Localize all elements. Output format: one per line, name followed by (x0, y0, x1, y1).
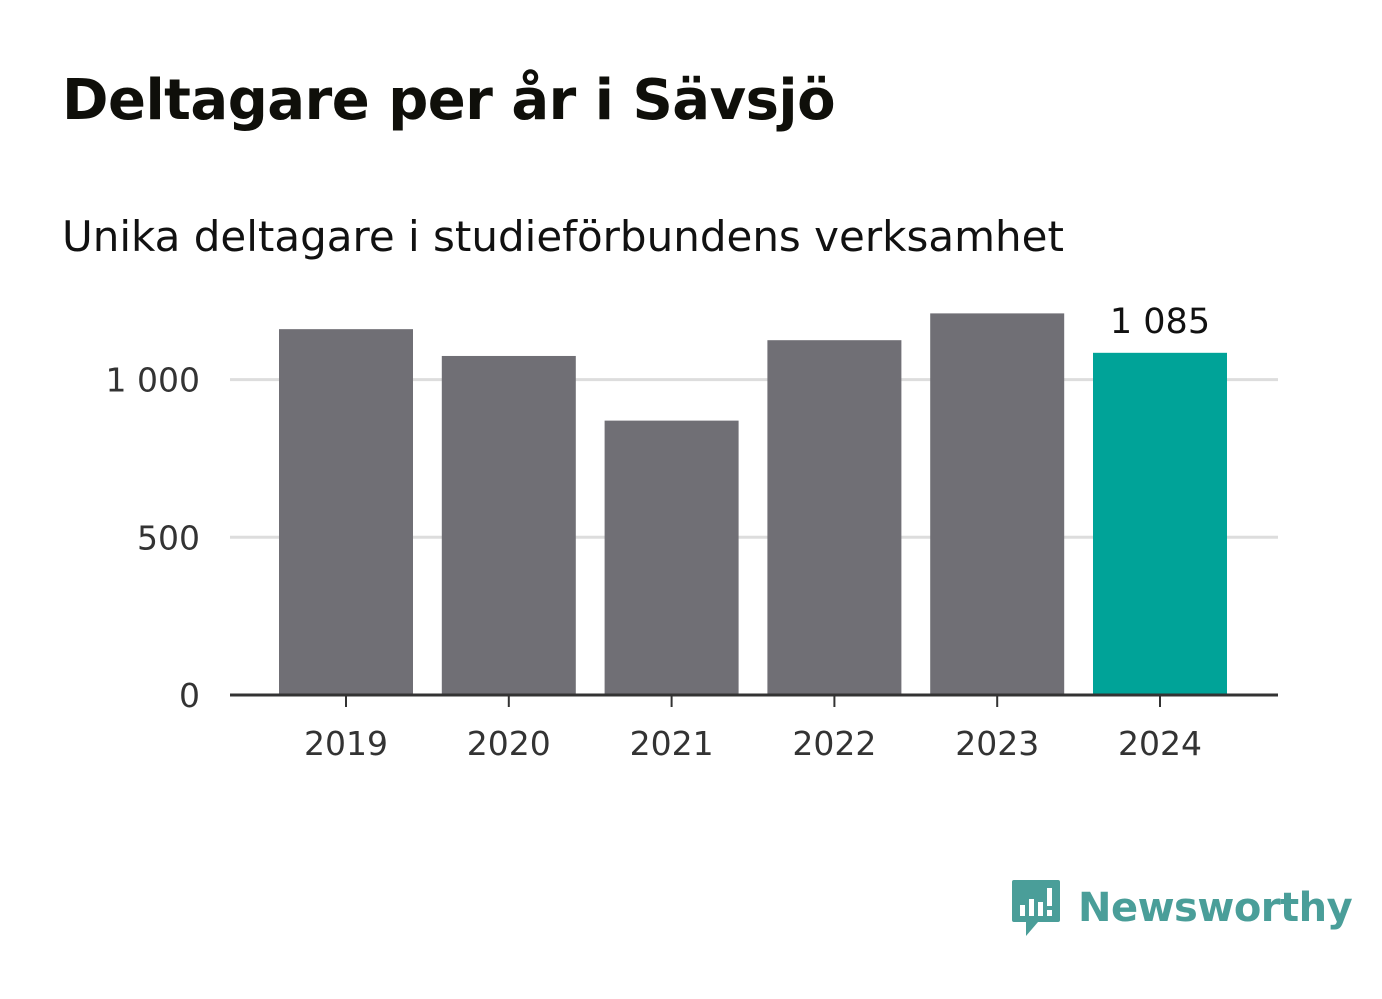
brand-name: Newsworthy (1078, 885, 1353, 931)
chart-subtitle: Unika deltagare i studieförbundens verks… (62, 212, 1064, 261)
bar-2023 (930, 313, 1065, 695)
chart-title: Deltagare per år i Sävsjö (62, 68, 836, 133)
bar-2021 (604, 420, 739, 695)
y-tick-label: 1 000 (106, 361, 200, 400)
x-tick-label: 2019 (304, 724, 388, 763)
data-label-2024: 1 085 (1110, 302, 1210, 342)
y-tick-label: 500 (137, 518, 200, 557)
labels: 0 500 1 000 2019 2020 2021 2022 2023 2024 1 085 (106, 302, 1211, 763)
bar-2022 (767, 340, 902, 695)
bars (279, 313, 1227, 695)
x-tick-label: 2021 (630, 724, 714, 763)
bar-2024 (1093, 352, 1227, 695)
bar-2019 (279, 329, 413, 695)
newsworthy-logo-icon (1012, 880, 1060, 936)
x-tick-label: 2024 (1118, 724, 1202, 763)
y-tick-label: 0 (179, 676, 200, 715)
x-tick-label: 2020 (467, 724, 551, 763)
bar-2020 (441, 355, 576, 695)
x-tick-label: 2022 (792, 724, 876, 763)
x-tick-label: 2023 (955, 724, 1039, 763)
x-axis (230, 693, 1278, 707)
brand-logo: Newsworthy (1010, 878, 1353, 938)
